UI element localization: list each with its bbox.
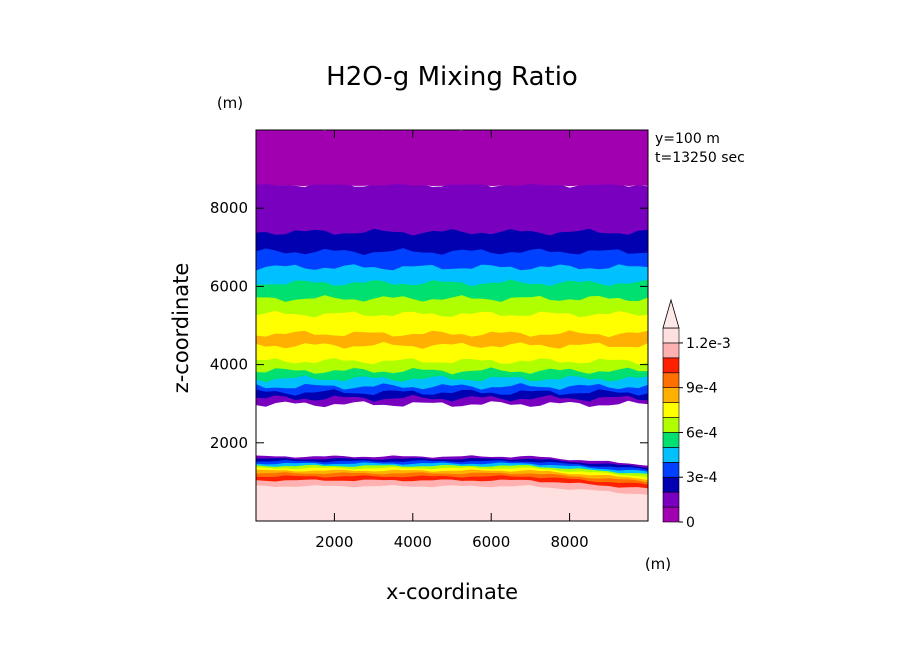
colorbar-swatch — [662, 387, 680, 403]
y-tick-label: 4000 — [210, 356, 248, 374]
x-tick-label: 2000 — [315, 533, 353, 551]
colorbar-swatch — [662, 447, 680, 463]
colorbar-swatch — [662, 417, 680, 433]
colorbar-swatch — [662, 402, 680, 418]
y-tick-label: 8000 — [210, 199, 248, 217]
x-tick-label: 4000 — [394, 533, 432, 551]
colorbar-swatch — [662, 357, 680, 374]
x-axis-label: x-coordinate — [386, 580, 518, 604]
x-axis: 2000 4000 6000 8000 — [315, 130, 589, 551]
info-line-t: t=13250 sec — [655, 150, 745, 166]
contour-band — [256, 484, 648, 521]
colorbar-extend-arrow — [662, 298, 680, 329]
contour-band — [256, 181, 648, 216]
contour-field — [256, 130, 648, 521]
colorbar-swatch — [662, 342, 680, 359]
colorbar-label: 0 — [686, 515, 695, 531]
y-tick-label: 6000 — [210, 277, 248, 295]
x-tick-label: 8000 — [551, 533, 589, 551]
colorbar-label: 3e-4 — [686, 470, 718, 486]
chart-title: H2O-g Mixing Ratio — [326, 62, 578, 92]
info-line-y: y=100 m — [655, 131, 720, 147]
contour-band — [256, 130, 648, 187]
x-tick-label: 6000 — [472, 533, 510, 551]
contour-band — [256, 341, 648, 365]
colorbar-label: 1.2e-3 — [686, 336, 731, 352]
contour-band — [256, 402, 648, 466]
y-axis-label: z-coordinate — [169, 263, 193, 394]
colorbar-swatch — [662, 462, 680, 478]
y-axis: 2000 4000 6000 8000 — [210, 199, 648, 452]
colorbar-swatch — [662, 327, 680, 344]
colorbar-swatch — [662, 506, 680, 523]
colorbar-swatch — [662, 432, 680, 448]
y-unit-label: (m) — [217, 94, 243, 112]
colorbar-swatch — [662, 476, 680, 493]
colorbar-label: 6e-4 — [686, 425, 718, 441]
colorbar: 0 3e-4 6e-4 9e-4 1.2e-3 — [662, 298, 731, 531]
colorbar-label: 9e-4 — [686, 381, 718, 397]
y-tick-label: 2000 — [210, 434, 248, 452]
colorbar-swatch — [662, 372, 680, 388]
x-unit-label: (m) — [645, 555, 671, 573]
plot-frame — [255, 129, 649, 522]
colorbar-swatch — [662, 491, 680, 508]
